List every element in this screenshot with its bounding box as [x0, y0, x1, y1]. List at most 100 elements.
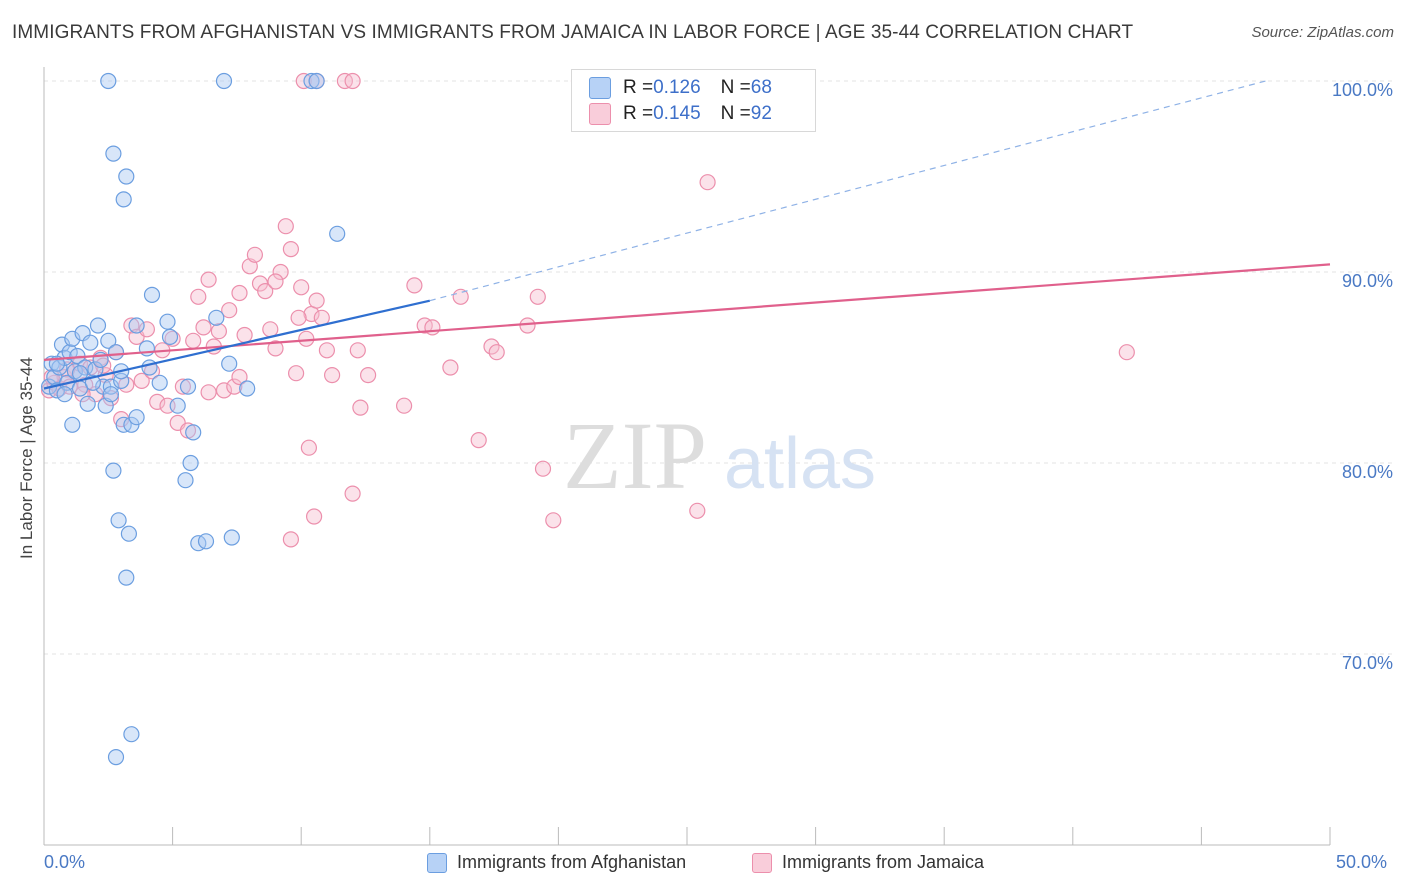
jamaica-point	[699, 174, 716, 191]
afghanistan-point	[239, 380, 256, 397]
r-value-jamaica: 0.145	[653, 103, 701, 124]
jamaica-point	[133, 372, 150, 389]
afghanistan-point	[161, 328, 179, 345]
jamaica-point	[174, 378, 191, 395]
jamaica-point	[190, 288, 207, 305]
afghanistan-point	[118, 569, 135, 586]
afghanistan-point	[208, 309, 225, 326]
x-tick-min: 0.0%	[44, 852, 86, 872]
legend-item-jamaica[interactable]: Immigrants from Jamaica	[752, 852, 984, 873]
jamaica-point	[236, 326, 253, 344]
x-tick-max: 50.0%	[1336, 852, 1388, 872]
jamaica-point	[164, 330, 181, 347]
afghanistan-point	[185, 424, 202, 441]
jamaica-point	[231, 284, 248, 302]
r-label: R =	[623, 103, 654, 124]
afghanistan-point	[169, 397, 186, 414]
afghanistan-trend-extension	[429, 80, 1266, 302]
jamaica-point	[308, 292, 325, 309]
afghanistan-point	[89, 317, 107, 334]
jamaica-point	[324, 367, 341, 384]
afghanistan-point	[61, 344, 78, 361]
jamaica-point	[306, 508, 323, 525]
n-value-jamaica: 92	[750, 103, 772, 124]
axes	[43, 67, 1331, 846]
jamaica-point	[529, 288, 546, 305]
watermark-atlas: atlas	[724, 424, 876, 504]
legend-item-afghanistan[interactable]: Immigrants from Afghanistan	[427, 852, 686, 873]
afghanistan-point	[128, 409, 145, 426]
afghanistan-point	[105, 145, 122, 162]
stats-legend: R = 0.126 N = 68 R = 0.145 N = 92	[571, 69, 816, 132]
series-legend: Immigrants from Afghanistan Immigrants f…	[0, 852, 1406, 876]
afghanistan-point	[215, 72, 233, 90]
jamaica-point	[298, 330, 315, 347]
afghanistan-point	[151, 374, 168, 391]
afghanistan-legend-swatch	[427, 852, 447, 873]
jamaica-point	[277, 218, 294, 235]
afghanistan-point	[100, 332, 117, 349]
chart-title: IMMIGRANTS FROM AFGHANISTAN VS IMMIGRANT…	[12, 22, 1134, 43]
watermark-zip: ZIP	[563, 402, 707, 509]
afghanistan-point	[223, 529, 240, 546]
afghanistan-point	[102, 386, 120, 403]
afghanistan-point	[110, 512, 127, 529]
jamaica-point	[185, 332, 202, 349]
afghanistan-point	[118, 168, 135, 185]
jamaica-point	[545, 512, 562, 529]
jamaica-point	[424, 319, 441, 336]
afghanistan-point	[182, 454, 199, 472]
y-tick-label: 100.0%	[1332, 80, 1393, 100]
afghanistan-point	[329, 225, 346, 242]
jamaica-point	[290, 309, 307, 326]
afghanistan-point	[82, 334, 99, 351]
y-tick-label: 70.0%	[1342, 653, 1393, 673]
jamaica-point	[349, 342, 366, 359]
jamaica-point	[689, 502, 706, 519]
jamaica-point	[257, 283, 274, 300]
afghanistan-point	[100, 72, 117, 90]
afghanistan-point	[197, 533, 215, 550]
jamaica-point	[293, 279, 310, 296]
jamaica-point	[318, 342, 335, 359]
afghanistan-point	[105, 462, 122, 479]
jamaica-point	[138, 321, 155, 338]
jamaica-point	[534, 460, 552, 477]
jamaica-point	[200, 271, 217, 288]
legend-label-jamaica: Immigrants from Jamaica	[782, 852, 985, 872]
afghanistan-point	[123, 726, 140, 743]
afghanistan-point	[308, 72, 325, 90]
jamaica-point	[195, 319, 212, 336]
jamaica-point	[344, 72, 361, 90]
afghanistan-point	[177, 472, 194, 489]
jamaica-point	[519, 317, 536, 334]
y-tick-label: 80.0%	[1342, 462, 1393, 482]
jamaica-point	[215, 382, 233, 399]
jamaica-point	[272, 263, 289, 281]
legend-label-afghanistan: Immigrants from Afghanistan	[457, 852, 687, 872]
r-value-afghanistan: 0.126	[653, 77, 701, 98]
trend-lines	[43, 80, 1331, 390]
n-value-afghanistan: 68	[750, 77, 772, 98]
jamaica-point	[488, 344, 505, 361]
afghanistan-points	[40, 72, 346, 766]
jamaica-point	[470, 432, 487, 449]
jamaica-point	[262, 321, 279, 338]
jamaica-point	[442, 359, 459, 376]
r-label: R =	[623, 77, 654, 98]
afghanistan-point	[159, 313, 176, 330]
jamaica-point	[360, 367, 377, 384]
jamaica-point	[300, 439, 317, 456]
jamaica-point	[267, 273, 284, 290]
jamaica-trend-line	[43, 263, 1331, 361]
jamaica-legend-swatch	[752, 852, 772, 873]
jamaica-point	[1118, 344, 1135, 361]
afghanistan-point	[56, 386, 73, 403]
afghanistan-point	[221, 355, 238, 372]
jamaica-point	[231, 368, 248, 386]
stats-row-jamaica: R = 0.145 N = 92	[589, 102, 772, 126]
jamaica-point	[221, 302, 238, 319]
jamaica-point	[288, 365, 305, 382]
n-label: N =	[720, 103, 751, 124]
jamaica-point	[344, 485, 361, 502]
